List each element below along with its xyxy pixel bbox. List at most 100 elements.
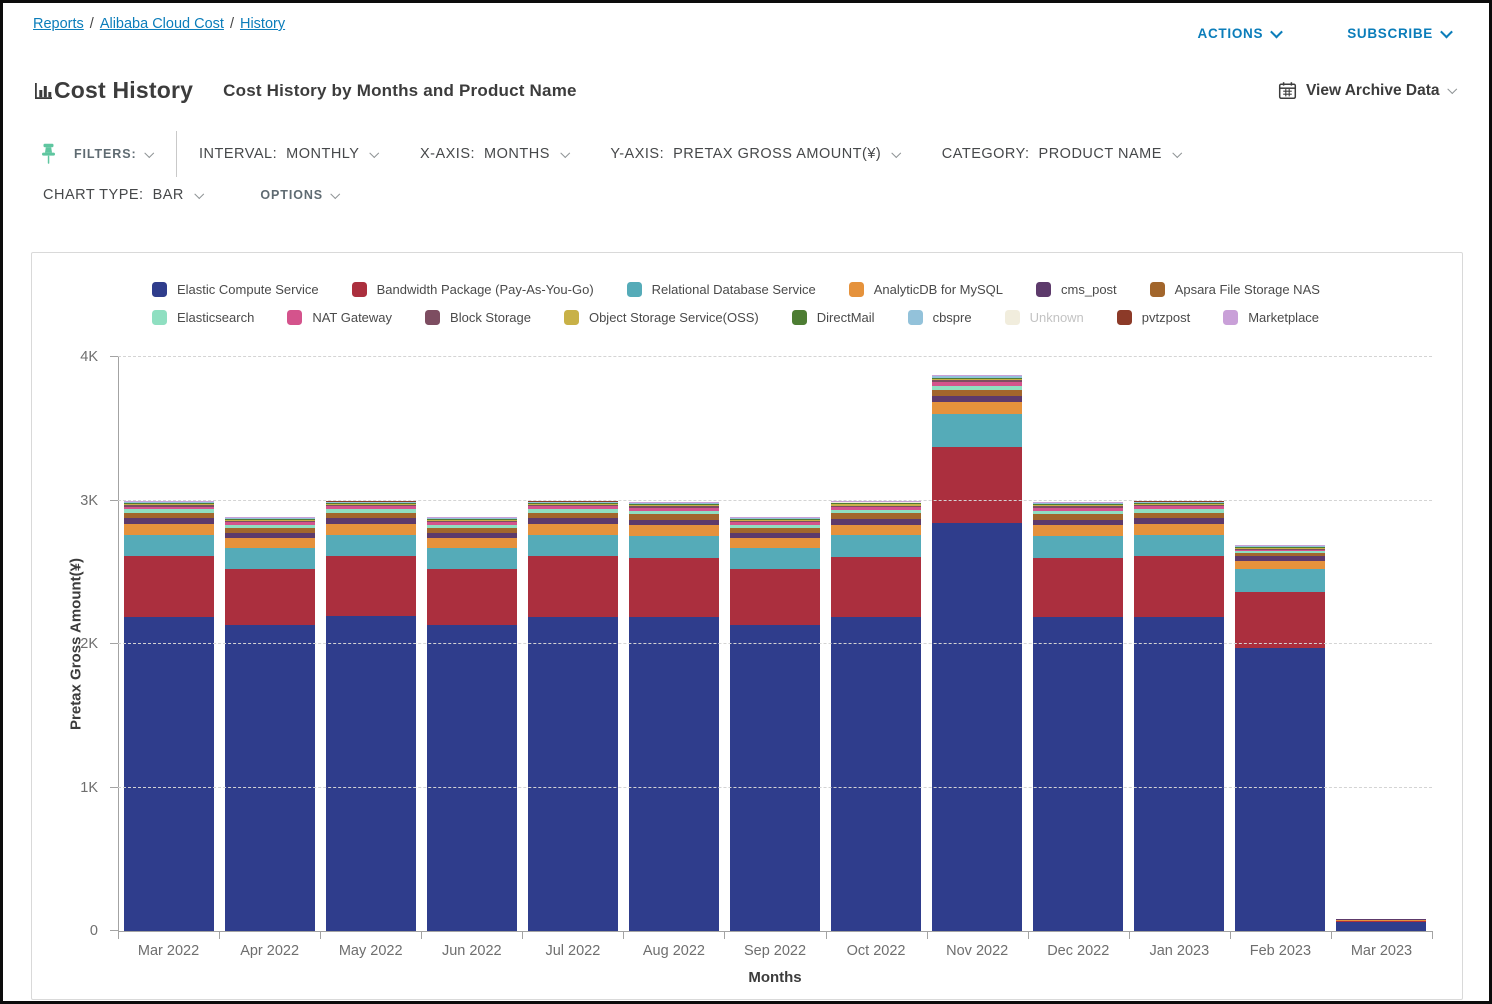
bar-segment-apsara-file-storage-nas[interactable]: [1134, 512, 1225, 519]
bar-segment-cms-post[interactable]: [1134, 518, 1225, 524]
stacked-bar[interactable]: [224, 517, 315, 931]
bar-segment-apsara-file-storage-nas[interactable]: [1235, 553, 1326, 556]
bar-segment-apsara-file-storage-nas[interactable]: [325, 512, 416, 519]
stacked-bar[interactable]: [1134, 500, 1225, 931]
legend-item-elasticsearch[interactable]: Elasticsearch: [152, 310, 254, 325]
bar-segment-block-storage[interactable]: [730, 520, 820, 522]
bar-segment-block-storage[interactable]: [1134, 504, 1225, 507]
bar-segment-analyticdb-for-mysql[interactable]: [123, 524, 214, 535]
bar-segment-bandwidth-package-pay-as-you-go[interactable]: [730, 569, 820, 626]
stacked-bar[interactable]: [527, 500, 618, 931]
interval-dropdown[interactable]: INTERVAL: MONTHLY: [199, 146, 380, 162]
bar-segment-analyticdb-for-mysql[interactable]: [730, 538, 820, 549]
bar-segment-elasticsearch[interactable]: [123, 509, 214, 514]
bar-segment-nat-gateway[interactable]: [426, 521, 517, 525]
bar-segment-cms-post[interactable]: [426, 532, 517, 539]
bar-segment-nat-gateway[interactable]: [224, 521, 315, 525]
bar-segment-directmail[interactable]: [831, 503, 922, 505]
bar-segment-nat-gateway[interactable]: [1134, 506, 1225, 510]
bar-segment-relational-database-service[interactable]: [1033, 536, 1124, 558]
bar-segment-bandwidth-package-pay-as-you-go[interactable]: [1134, 556, 1225, 617]
bar-segment-apsara-file-storage-nas[interactable]: [527, 512, 618, 519]
bar-segment-cms-post[interactable]: [224, 532, 315, 539]
legend-item-block-storage[interactable]: Block Storage: [425, 310, 531, 325]
bar-segment-relational-database-service[interactable]: [730, 548, 820, 570]
bar-segment-cms-post[interactable]: [628, 519, 719, 526]
bar-segment-apsara-file-storage-nas[interactable]: [426, 527, 517, 533]
bar-segment-elastic-compute-service[interactable]: [932, 523, 1023, 931]
bar-segment-object-storage-service-oss[interactable]: [426, 519, 517, 521]
legend-item-apsara-file-storage-nas[interactable]: Apsara File Storage NAS: [1149, 282, 1320, 297]
legend-item-cbspre[interactable]: cbspre: [907, 310, 972, 325]
bar-segment-relational-database-service[interactable]: [1134, 534, 1225, 557]
bar-segment-block-storage[interactable]: [325, 504, 416, 507]
bar-segment-relational-database-service[interactable]: [932, 413, 1023, 448]
bar-segment-cbspre[interactable]: [1235, 546, 1326, 547]
bar-segment-analyticdb-for-mysql[interactable]: [325, 523, 416, 535]
bar-segment-elasticsearch[interactable]: [628, 510, 719, 515]
bar-segment-elasticsearch[interactable]: [527, 509, 618, 513]
bar-segment-directmail[interactable]: [1033, 504, 1124, 506]
bar-segment-object-storage-service-oss[interactable]: [224, 519, 315, 521]
bar-segment-relational-database-service[interactable]: [224, 548, 315, 570]
options-dropdown[interactable]: OPTIONS: [260, 188, 340, 202]
bar-segment-analyticdb-for-mysql[interactable]: [831, 524, 922, 536]
bar-segment-block-storage[interactable]: [932, 380, 1023, 383]
bar-segment-bandwidth-package-pay-as-you-go[interactable]: [628, 557, 719, 617]
stacked-bar[interactable]: [831, 501, 922, 931]
bar-segment-cbspre[interactable]: [1033, 503, 1124, 505]
bar-segment-marketplace[interactable]: [1235, 545, 1326, 546]
bar-segment-block-storage[interactable]: [1235, 548, 1326, 550]
bar-segment-cms-post[interactable]: [1033, 519, 1124, 526]
view-archive-data-button[interactable]: View Archive Data: [1278, 81, 1457, 100]
bar-segment-directmail[interactable]: [123, 502, 214, 505]
bar-segment-directmail[interactable]: [325, 502, 416, 504]
bar-segment-bandwidth-package-pay-as-you-go[interactable]: [123, 556, 214, 617]
bar-segment-apsara-file-storage-nas[interactable]: [730, 527, 820, 533]
y-axis-dropdown[interactable]: Y-AXIS: PRETAX GROSS AMOUNT(¥): [610, 146, 902, 162]
bar-segment-elastic-compute-service[interactable]: [123, 616, 214, 931]
bar-segment-cbspre[interactable]: [932, 376, 1023, 378]
bar-segment-analyticdb-for-mysql[interactable]: [932, 402, 1023, 414]
legend-item-bandwidth-package-pay-as-you-go[interactable]: Bandwidth Package (Pay-As-You-Go): [351, 282, 594, 297]
bar-segment-nat-gateway[interactable]: [932, 382, 1023, 386]
bar-segment-elastic-compute-service[interactable]: [730, 625, 820, 931]
legend-item-analyticdb-for-mysql[interactable]: AnalyticDB for MySQL: [848, 282, 1003, 297]
bar-segment-cbspre[interactable]: [426, 518, 517, 519]
bar-segment-analyticdb-for-mysql[interactable]: [224, 538, 315, 549]
stacked-bar[interactable]: [730, 517, 820, 931]
bar-segment-relational-database-service[interactable]: [426, 548, 517, 570]
bar-segment-object-storage-service-oss[interactable]: [325, 503, 416, 505]
bar-segment-cms-post[interactable]: [932, 396, 1023, 403]
bar-segment-bandwidth-package-pay-as-you-go[interactable]: [831, 557, 922, 617]
bar-segment-marketplace[interactable]: [730, 517, 820, 518]
bar-segment-directmail[interactable]: [628, 504, 719, 506]
bar-segment-cms-post[interactable]: [831, 518, 922, 525]
bar-segment-cbspre[interactable]: [831, 502, 922, 504]
bar-segment-elastic-compute-service[interactable]: [1235, 647, 1326, 931]
bar-segment-block-storage[interactable]: [831, 505, 922, 508]
bar-segment-analyticdb-for-mysql[interactable]: [628, 525, 719, 537]
bar-segment-elastic-compute-service[interactable]: [224, 625, 315, 931]
bar-segment-bandwidth-package-pay-as-you-go[interactable]: [1033, 557, 1124, 617]
bar-segment-relational-database-service[interactable]: [628, 536, 719, 558]
stacked-bar[interactable]: [1033, 502, 1124, 931]
bar-segment-nat-gateway[interactable]: [1235, 549, 1326, 552]
bar-segment-analyticdb-for-mysql[interactable]: [1033, 525, 1124, 537]
bar-segment-block-storage[interactable]: [1033, 506, 1124, 508]
bar-segment-marketplace[interactable]: [628, 502, 719, 503]
bar-segment-elastic-compute-service[interactable]: [1336, 922, 1427, 931]
bar-segment-marketplace[interactable]: [224, 517, 315, 518]
bar-segment-object-storage-service-oss[interactable]: [932, 379, 1023, 381]
bar-segment-marketplace[interactable]: [123, 501, 214, 502]
bar-segment-bandwidth-package-pay-as-you-go[interactable]: [1336, 920, 1427, 923]
bar-segment-analyticdb-for-mysql[interactable]: [1336, 919, 1427, 921]
bar-segment-elastic-compute-service[interactable]: [628, 616, 719, 931]
bar-segment-nat-gateway[interactable]: [123, 506, 214, 510]
legend-item-elastic-compute-service[interactable]: Elastic Compute Service: [152, 282, 319, 297]
bar-segment-elasticsearch[interactable]: [1235, 551, 1326, 554]
bar-segment-nat-gateway[interactable]: [1033, 507, 1124, 511]
bar-segment-object-storage-service-oss[interactable]: [123, 504, 214, 506]
bar-segment-cms-post[interactable]: [123, 518, 214, 525]
bar-segment-elasticsearch[interactable]: [224, 524, 315, 528]
